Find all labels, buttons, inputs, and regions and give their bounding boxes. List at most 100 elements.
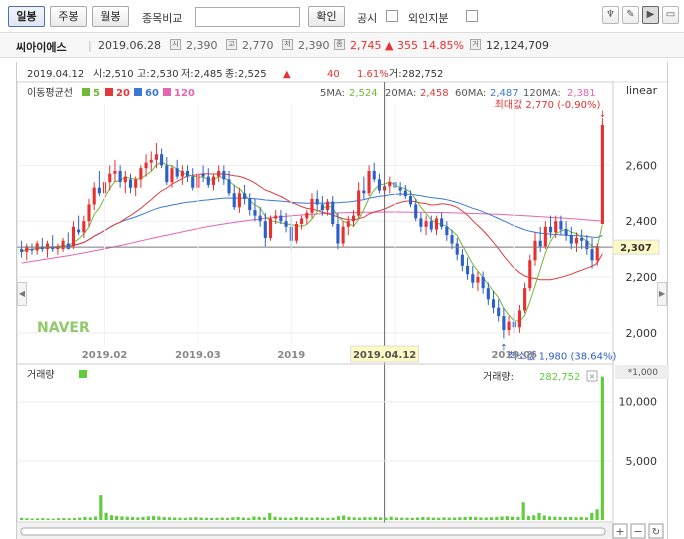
chevron-right-icon[interactable]: ▶: [658, 289, 666, 298]
candle-body: [274, 215, 278, 219]
foreign-checkbox[interactable]: [466, 10, 478, 22]
chart-svg[interactable]: 2019.04.12 시: 2,510 고: 2,530 저: 2,485 종:…: [16, 62, 669, 539]
candle-body: [217, 170, 221, 177]
crosshair-low-label: 저:: [181, 68, 194, 80]
zoom-in-button[interactable]: [612, 523, 628, 539]
volume-bar: [157, 516, 161, 520]
zoom-out-button[interactable]: [630, 523, 646, 539]
chart-area[interactable]: 2019.04.12 시: 2,510 고: 2,530 저: 2,485 종:…: [16, 62, 669, 539]
volume-bar: [569, 516, 573, 520]
candle-body: [175, 168, 179, 177]
ma20-swatch: [105, 88, 113, 96]
volume-bar: [447, 517, 451, 520]
scroll-thumb[interactable]: [20, 527, 606, 536]
ma60-value-label: 60MA:: [455, 88, 486, 99]
max-arrow-icon: ↓: [599, 110, 607, 120]
volume-bars: [20, 376, 604, 520]
weekly-button[interactable]: 주봉: [50, 6, 87, 27]
crosshair-high: 2,530: [150, 69, 179, 80]
compare-input[interactable]: [195, 7, 300, 27]
ma-legend: 이동평균선 5 20 60 120 5MA: 2,524 20MA: 2,458…: [27, 87, 596, 99]
current-price-text: 2,307: [620, 243, 652, 254]
scroll-right-button[interactable]: ▶: [657, 282, 667, 306]
price-y-tick-label: 2,000: [626, 327, 658, 340]
volume-close-button[interactable]: [586, 370, 598, 382]
volume-bar: [204, 517, 208, 520]
candle-body: [71, 226, 76, 247]
candle-body: [284, 221, 288, 227]
candle-body: [170, 168, 174, 183]
date-tick-label: 2019.06: [491, 350, 537, 361]
volume-bar: [231, 517, 235, 520]
ma20-value: 2,458: [420, 88, 449, 99]
reset-button[interactable]: [648, 523, 664, 539]
disclosure-checkbox[interactable]: [386, 10, 398, 22]
price-grid: [17, 164, 613, 334]
volume-bar: [458, 517, 462, 520]
volume-bar: [410, 517, 414, 520]
volume-bar: [484, 517, 488, 520]
candle-body: [331, 201, 335, 224]
confirm-button[interactable]: 확인: [308, 6, 345, 27]
minus-icon[interactable]: −: [633, 525, 642, 538]
candle-body: [51, 246, 55, 250]
pen-icon[interactable]: ✎: [622, 6, 639, 24]
ma5-label: 5: [93, 88, 100, 99]
volume-bar: [273, 516, 277, 520]
candle-body: [305, 212, 309, 219]
candle-body: [123, 176, 127, 183]
candle-body: [523, 288, 527, 311]
candle-body: [263, 221, 267, 238]
volume-bar: [83, 516, 87, 520]
max-label: 최대값 2,770 (-0.90%): [495, 99, 601, 111]
candle-body: [294, 224, 298, 241]
volume-bar: [210, 517, 214, 520]
candle-body: [341, 226, 345, 244]
scale-toggle[interactable]: linear: [626, 84, 658, 97]
candle-body: [388, 182, 392, 187]
candle-body: [160, 154, 164, 166]
stock-name: 씨아이에스: [16, 41, 67, 54]
volume-bar: [310, 517, 314, 520]
candle-body: [460, 254, 464, 266]
candle-body: [497, 307, 501, 317]
ma60-value: 2,487: [490, 88, 519, 99]
volume-bar: [400, 517, 404, 520]
candle-body: [346, 221, 350, 227]
volume-bar: [389, 516, 393, 520]
indicator-icon[interactable]: ♆: [602, 6, 619, 24]
volume-bar: [521, 502, 525, 520]
eraser-icon[interactable]: ▭: [662, 6, 679, 24]
volume-bar: [46, 518, 50, 520]
volume-bar: [93, 516, 98, 520]
plus-icon[interactable]: +: [615, 525, 624, 538]
volume-bar: [326, 517, 330, 520]
daily-button[interactable]: 일봉: [8, 6, 45, 27]
candle-body: [232, 193, 236, 208]
crosshair-change-pct: 1.61%: [357, 69, 389, 80]
crosshair-low: 2,485: [194, 69, 223, 80]
scroll-left-button[interactable]: ◀: [17, 282, 27, 306]
candle-body: [372, 170, 376, 180]
volume-bar: [516, 516, 520, 520]
volume-bar: [394, 517, 399, 520]
stock-high: 2,770: [242, 39, 274, 52]
volume-bar: [489, 517, 494, 520]
volume-bar: [532, 515, 536, 520]
chevron-left-icon[interactable]: ◀: [18, 289, 26, 298]
monthly-button[interactable]: 월봉: [92, 6, 129, 27]
volume-bar: [146, 516, 150, 520]
refresh-icon[interactable]: ↻: [652, 527, 660, 538]
volume-bar: [511, 516, 515, 520]
candle-body: [144, 162, 148, 169]
cursor-icon[interactable]: ▶: [642, 6, 659, 24]
volume-bar: [442, 517, 446, 520]
close-icon[interactable]: ×: [589, 372, 596, 381]
volume-bar: [331, 517, 335, 520]
volume-bar: [357, 517, 362, 520]
compare-label: 종목비교: [142, 12, 183, 25]
price-y-tick-label: 2,400: [626, 215, 658, 228]
candle-body: [351, 215, 356, 222]
candle-body: [398, 187, 402, 191]
